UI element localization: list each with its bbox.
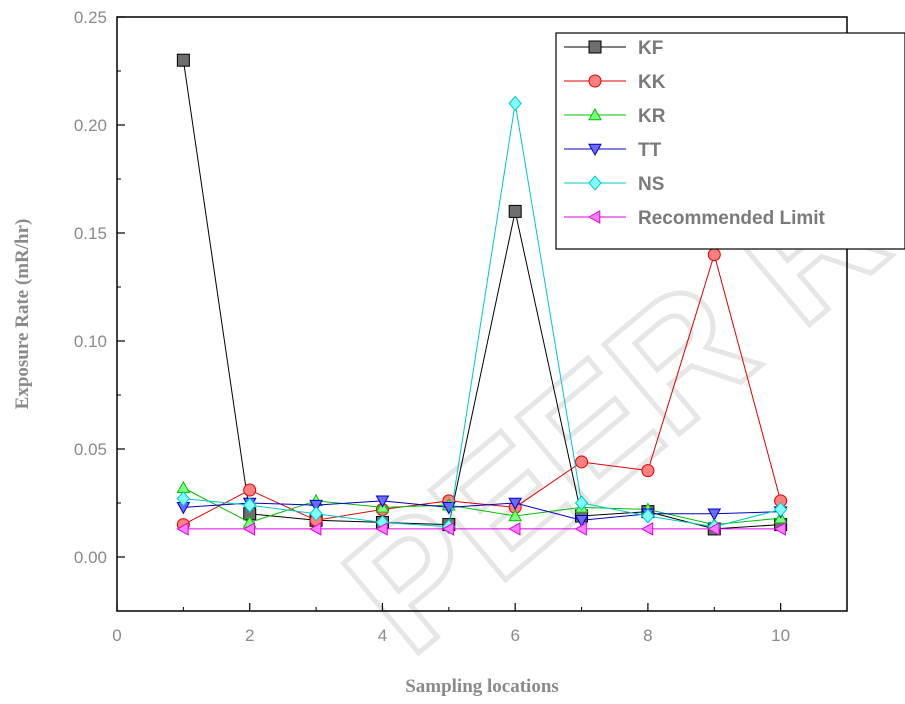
data-point-recommended-limit: [508, 522, 521, 536]
series-recommended-limit: [176, 522, 786, 536]
legend-label: KR: [638, 106, 666, 127]
y-tick-label: 0.05: [74, 440, 107, 459]
series-line-kf: [182, 60, 781, 530]
data-point-recommended-limit: [707, 522, 720, 536]
legend-marker: [588, 143, 602, 157]
x-tick-label: 2: [245, 626, 254, 645]
data-point-kf: [508, 204, 522, 218]
data-point-kk: [243, 483, 257, 497]
plot-border: [116, 16, 848, 612]
data-point-ns: [574, 495, 589, 511]
y-axis-title: Exposure Rate (mR/hr): [12, 219, 33, 410]
data-point-tt: [574, 514, 589, 528]
legend-marker: [587, 210, 601, 224]
data-point-ns: [641, 508, 655, 524]
y-axis: 0.00 0.05 0.10 0.15 0.20 0.25: [74, 8, 125, 612]
legend-label: KK: [638, 72, 666, 93]
y-tick-label: 0.25: [74, 8, 107, 27]
data-point-ns: [773, 501, 788, 518]
data-point-kr: [508, 508, 523, 522]
legend-marker: [588, 107, 602, 121]
y-tick-label: 0.00: [74, 548, 107, 567]
x-tick-label: 10: [771, 626, 790, 645]
x-tick-label: 6: [510, 626, 519, 645]
x-tick-label: 4: [378, 626, 387, 645]
series-line-kr: [183, 487, 781, 526]
legend-box: [555, 32, 905, 250]
legend-marker: [588, 175, 602, 191]
data-point-ns: [508, 95, 522, 112]
legend-marker: [588, 40, 602, 54]
series-kk: [176, 248, 788, 532]
data-point-recommended-limit: [441, 522, 455, 536]
data-point-recommended-limit: [640, 522, 654, 536]
x-tick-label: 0: [112, 626, 121, 645]
data-point-ns: [309, 506, 323, 522]
data-point-tt: [375, 495, 390, 508]
y-tick-label: 0.10: [74, 332, 107, 351]
legend-label: NS: [638, 174, 664, 195]
series-layer: [176, 53, 788, 536]
legend-marker: [588, 74, 602, 88]
x-axis: 0 2 4 6 8 10: [112, 603, 790, 645]
series-line-kk: [183, 252, 782, 526]
data-point-tt: [707, 508, 722, 521]
data-point-recommended-limit: [375, 522, 388, 536]
y-tick-label: 0.15: [74, 224, 107, 243]
data-point-tt: [309, 499, 323, 513]
legend-label: KF: [638, 38, 663, 59]
legend: KF KK KR TT NS Recommended Limit: [555, 32, 905, 250]
data-point-ns: [176, 491, 191, 507]
data-point-recommended-limit: [176, 522, 189, 536]
data-point-recommended-limit: [773, 522, 786, 536]
data-point-recommended-limit: [309, 522, 322, 536]
data-point-kk: [575, 455, 589, 469]
data-point-recommended-limit: [574, 522, 587, 536]
plot-frame: [116, 16, 848, 612]
data-point-recommended-limit: [242, 522, 256, 536]
y-tick-label: 0.20: [74, 116, 107, 135]
series-line-tt: [183, 500, 781, 521]
data-point-kk: [707, 248, 721, 262]
series-line-ns: [183, 103, 781, 528]
legend-label: Recommended Limit: [638, 208, 826, 229]
legend-label: TT: [638, 140, 662, 161]
x-tick-label: 8: [643, 626, 652, 645]
data-point-ns: [243, 497, 257, 513]
data-point-kf: [176, 53, 190, 67]
x-axis-title: Sampling locations: [405, 676, 559, 697]
data-point-kk: [641, 464, 655, 478]
data-point-tt: [508, 497, 523, 511]
